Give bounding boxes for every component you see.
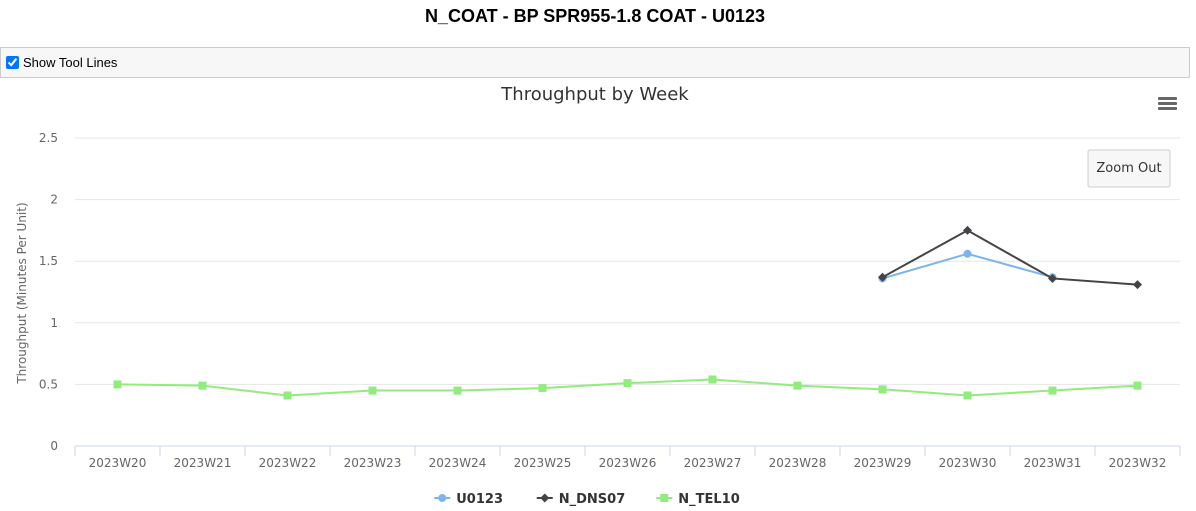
page-title: N_COAT - BP SPR955-1.8 COAT - U0123 (424, 6, 766, 26)
chart-title: Throughput by Week (500, 84, 689, 105)
checkbox[interactable] (6, 56, 19, 69)
x-tick-label: 2023W20 (89, 456, 147, 470)
x-tick-label: 2023W28 (769, 456, 827, 470)
point (878, 272, 887, 282)
x-tick-label: 2023W29 (854, 456, 912, 470)
x-tick-label: 2023W25 (514, 456, 572, 470)
point (793, 381, 802, 390)
y-tick-label: 0 (50, 439, 58, 453)
toolbar: Show Tool Lines (0, 47, 1190, 78)
point (1048, 386, 1057, 395)
legend-label[interactable]: N_DNS07 (559, 492, 626, 507)
zoom-button-box (1087, 149, 1171, 188)
x-tick-label: 2023W26 (599, 456, 657, 470)
y-axis-title: Throughput (Minutes Per Unit) (15, 202, 29, 384)
y-tick-label: 1 (50, 316, 58, 330)
zoom-button-label: Zoom Out (1096, 161, 1161, 176)
x-tick-label: 2023W23 (344, 456, 402, 470)
point (198, 381, 207, 390)
legend-label[interactable]: U0123 (456, 492, 503, 507)
y-tick-label: 2.5 (39, 131, 58, 145)
legend-marker (438, 494, 447, 502)
point (1048, 273, 1057, 283)
x-tick-label: 2023W31 (1024, 456, 1082, 470)
menu-bar (1158, 107, 1177, 110)
point (283, 391, 292, 400)
x-tick-label: 2023W24 (429, 456, 487, 470)
point (368, 386, 377, 395)
menu-bar (1158, 97, 1177, 100)
point (963, 225, 972, 235)
point (113, 380, 122, 389)
point (963, 249, 972, 258)
legend-marker (660, 494, 669, 502)
legend-marker (540, 493, 550, 503)
point (878, 385, 887, 394)
y-tick-label: 1.5 (39, 254, 58, 268)
chart: Throughput by Week Zoom Out Throughput (… (15, 84, 1181, 507)
legend-label[interactable]: N_TEL10 (678, 492, 740, 507)
point (1133, 381, 1142, 390)
checkbox-row: Show Tool Lines (6, 55, 117, 70)
y-tick-label: 0.5 (39, 377, 58, 391)
x-tick-label: 2023W32 (1109, 456, 1167, 470)
point (963, 391, 972, 400)
series-line (882, 229, 1138, 286)
menu-bar (1158, 102, 1177, 105)
y-tick-label: 2 (50, 193, 58, 207)
x-tick-label: 2023W22 (259, 456, 317, 470)
point (708, 375, 717, 384)
x-tick-label: 2023W21 (174, 456, 232, 470)
checkbox-label: Show Tool Lines (23, 55, 118, 70)
point (453, 386, 462, 395)
x-tick-label: 2023W27 (684, 456, 742, 470)
point (1133, 280, 1142, 290)
point (623, 379, 632, 388)
point (538, 384, 547, 393)
menu-button[interactable] (1158, 97, 1177, 110)
zoom-button[interactable]: Zoom Out (1087, 149, 1171, 188)
x-tick-label: 2023W30 (939, 456, 997, 470)
